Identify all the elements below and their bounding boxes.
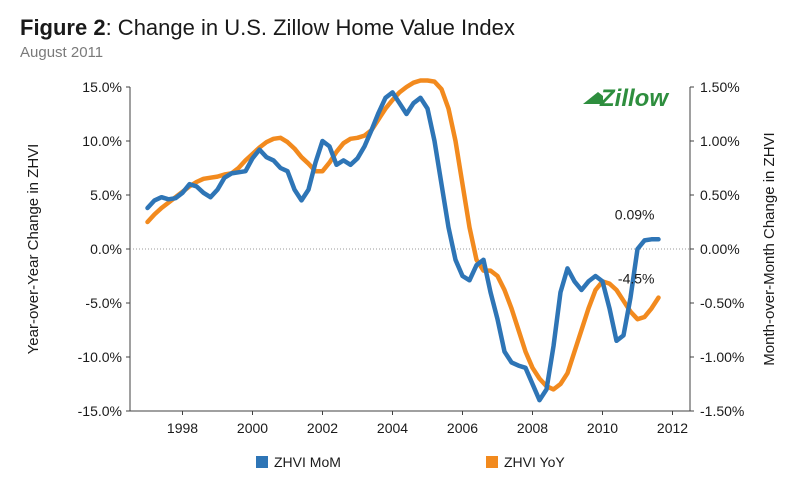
chart-title: Figure 2: Change in U.S. Zillow Home Val… <box>20 15 515 41</box>
y-tick-right-label: 1.00% <box>700 133 740 149</box>
y-tick-right-label: 1.50% <box>700 79 740 95</box>
y-tick-left-label: -5.0% <box>85 295 122 311</box>
legend-swatch <box>256 456 268 468</box>
x-tick-label: 2000 <box>237 420 268 436</box>
x-tick-label: 2004 <box>377 420 408 436</box>
y-tick-right-label: -1.50% <box>700 403 744 419</box>
y-axis-left-title: Year-over-Year Change in ZHVI <box>25 144 42 355</box>
y-tick-left-label: 0.0% <box>90 241 122 257</box>
legend-swatch <box>486 456 498 468</box>
zillow-house-icon <box>583 92 603 104</box>
y-tick-left-label: -10.0% <box>78 349 122 365</box>
y-tick-right-label: 0.50% <box>700 187 740 203</box>
annotation-mom-latest: 0.09% <box>615 206 655 222</box>
legend-label: ZHVI MoM <box>274 454 341 470</box>
zillow-logo-text: Zillow <box>599 85 669 112</box>
y-tick-right-label: -1.00% <box>700 349 744 365</box>
series-line-zhvi-mom <box>145 90 661 403</box>
y-tick-right-label: -0.50% <box>700 295 744 311</box>
x-tick-label: 2002 <box>307 420 338 436</box>
legend-label: ZHVI YoY <box>504 454 565 470</box>
figure-label: Figure 2 <box>20 15 106 40</box>
annotation-yoy-latest: -4.5% <box>618 271 655 287</box>
x-tick-label: 2010 <box>587 420 618 436</box>
x-tick-label: 2012 <box>657 420 688 436</box>
x-tick-label: 2008 <box>517 420 548 436</box>
figure-title-text: : Change in U.S. Zillow Home Value Index <box>105 15 515 40</box>
chart-subtitle: August 2011 <box>20 44 104 61</box>
y-tick-left-label: 15.0% <box>82 79 122 95</box>
y-tick-left-label: 10.0% <box>82 133 122 149</box>
y-axis-right-title: Month-over-Month Change in ZHVI <box>761 132 778 365</box>
zillow-logo: Zillow <box>583 85 669 112</box>
y-tick-left-label: -15.0% <box>78 403 122 419</box>
y-tick-right-label: 0.00% <box>700 241 740 257</box>
y-tick-left-label: 5.0% <box>90 187 122 203</box>
series-line-zhvi-yoy <box>145 78 661 392</box>
x-tick-label: 1998 <box>167 420 198 436</box>
x-tick-label: 2006 <box>447 420 478 436</box>
